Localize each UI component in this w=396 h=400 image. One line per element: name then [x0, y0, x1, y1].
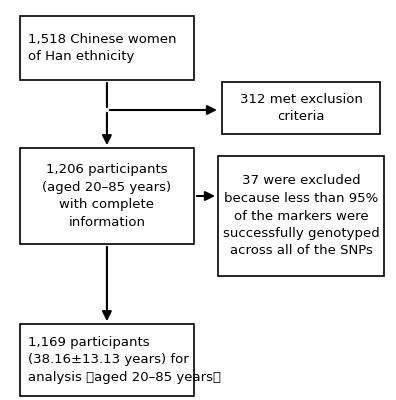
Text: 1,169 participants
(38.16±13.13 years) for
analysis （aged 20–85 years）: 1,169 participants (38.16±13.13 years) f…	[28, 336, 221, 384]
Text: 1,206 participants
(aged 20–85 years)
with complete
information: 1,206 participants (aged 20–85 years) wi…	[42, 163, 171, 229]
FancyBboxPatch shape	[20, 16, 194, 80]
FancyBboxPatch shape	[20, 324, 194, 396]
FancyBboxPatch shape	[218, 156, 384, 276]
FancyBboxPatch shape	[20, 148, 194, 244]
Text: 312 met exclusion
criteria: 312 met exclusion criteria	[240, 93, 362, 123]
Text: 37 were excluded
because less than 95%
of the markers were
successfully genotype: 37 were excluded because less than 95% o…	[223, 174, 379, 258]
Text: 1,518 Chinese women
of Han ethnicity: 1,518 Chinese women of Han ethnicity	[28, 33, 176, 63]
FancyBboxPatch shape	[222, 82, 380, 134]
